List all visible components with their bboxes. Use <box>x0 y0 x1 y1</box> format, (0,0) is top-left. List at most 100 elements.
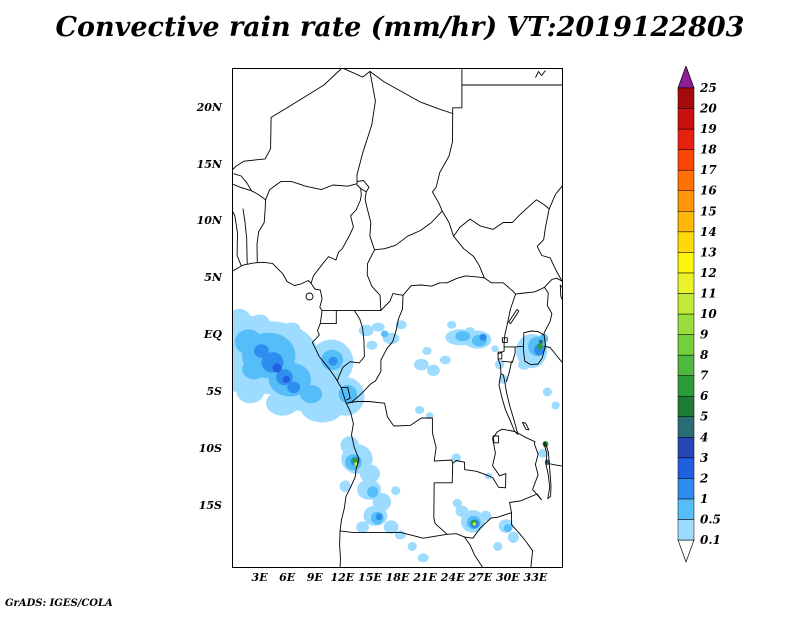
rain-cell <box>359 464 380 483</box>
border-uganda-kenya <box>543 286 553 336</box>
rain-cell <box>266 390 300 416</box>
border-zambia-zimbabwe <box>464 512 512 539</box>
colorbar-band <box>677 334 695 356</box>
rain-cell <box>356 521 369 533</box>
colorbar-label: 14 <box>700 225 717 239</box>
colorbar-label: 6 <box>700 389 709 403</box>
border-eq-guinea <box>319 309 337 325</box>
colorbar-label: 25 <box>699 81 717 95</box>
colorbar-band <box>677 231 695 253</box>
colorbar-band <box>677 272 695 294</box>
colorbar-label: 15 <box>700 204 717 218</box>
colorbar-label: 16 <box>700 184 717 198</box>
lon-tick-label: 24E <box>440 571 465 584</box>
border-cabinda <box>340 386 351 401</box>
rain-cell <box>451 453 461 463</box>
border-southsudan-uganda <box>515 286 545 295</box>
rain-cell <box>472 522 476 526</box>
border-botswana-zimbabwe <box>464 536 484 568</box>
rain-cell <box>427 364 440 376</box>
rain-cell <box>282 376 290 383</box>
colorbar-band <box>677 108 695 130</box>
rain-cell <box>538 448 548 458</box>
rain-cell <box>249 314 270 331</box>
border-libya-sudan-egypt <box>452 68 463 114</box>
lat-tick-label: 20N <box>196 100 222 114</box>
colorbar-band <box>677 354 695 376</box>
colorbar-band <box>677 416 695 438</box>
border-tanzania-west <box>505 346 516 383</box>
latitude-axis: 20N 15N 10N 5N EQ 5S 10S 15S <box>0 68 226 568</box>
border-sudan-southsudan <box>453 199 550 237</box>
rain-cell <box>507 531 519 543</box>
rain-cell <box>498 374 508 384</box>
border-uganda-drc <box>503 293 517 352</box>
border-niger-nigeria <box>265 181 357 201</box>
lon-tick-label: 33E <box>523 571 548 584</box>
plot-title: Convective rain rate (mm/hr) VT:20191228… <box>55 12 745 43</box>
colorbar-label: 4 <box>700 430 708 444</box>
colorbar-label: 13 <box>700 245 717 259</box>
lat-tick-label: 15N <box>196 157 222 171</box>
border-niger-chad <box>356 70 376 183</box>
border-benin-nigeria <box>256 199 267 263</box>
lake-malawi <box>543 442 552 500</box>
rain-cell <box>236 380 265 404</box>
rain-cell <box>417 553 429 563</box>
rain-cell <box>542 387 552 397</box>
colorbar-label: 2 <box>699 471 708 485</box>
lon-tick-label: 18E <box>385 571 410 584</box>
lat-tick-label: 10S <box>198 441 222 455</box>
lat-tick-label: 5N <box>204 271 222 285</box>
lat-tick-label: 10N <box>196 214 222 228</box>
lake-tanganyika <box>498 373 519 435</box>
rain-cell <box>426 412 434 420</box>
lat-tick-label: 15S <box>198 498 222 512</box>
colorbar-label: 17 <box>700 163 717 177</box>
rain-cell <box>339 480 351 492</box>
lake-albert <box>508 309 520 325</box>
rain-cell <box>414 358 429 371</box>
lon-tick-label: 9E <box>306 571 323 584</box>
rain-cell <box>452 498 462 508</box>
colorbar-label: 11 <box>700 287 717 301</box>
rain-cell <box>367 486 379 498</box>
border-drc-burundi <box>497 358 502 374</box>
border-car-congo <box>380 293 404 311</box>
rain-cell <box>300 385 323 404</box>
colorbar-band <box>677 128 695 150</box>
colorbar-band <box>677 190 695 212</box>
lon-tick-label: 12E <box>330 571 355 584</box>
colorbar-band <box>677 169 695 191</box>
colorbar-band <box>677 87 695 109</box>
border-drc-southsudan <box>483 277 517 295</box>
lake-nasser <box>535 70 546 78</box>
colorbar-label: 8 <box>700 348 709 362</box>
colorbar-above-arrow <box>677 66 695 89</box>
colorbar-band <box>677 375 695 397</box>
rain-cell <box>380 330 389 338</box>
colorbar-label: 0.1 <box>700 533 721 547</box>
colorbar-band <box>677 252 695 274</box>
lake-edward <box>501 337 508 343</box>
rain-cell <box>447 320 457 329</box>
lon-tick-label: 15E <box>358 571 382 584</box>
rain-cell <box>340 436 359 455</box>
border-cameroon-car <box>366 249 382 311</box>
lat-tick-label: 5S <box>206 384 222 398</box>
rain-cell <box>407 541 417 551</box>
rain-cell <box>254 344 269 358</box>
colorbar-band <box>677 519 695 541</box>
border-ghana-togo <box>232 209 242 267</box>
colorbar-label: 5 <box>700 410 708 424</box>
colorbar-label: 9 <box>700 328 709 342</box>
colorbar-band <box>677 293 695 315</box>
border-angola-zambia <box>433 462 454 535</box>
border-car-sudan <box>441 210 485 279</box>
border-car-drc-ubangi <box>402 275 485 296</box>
border-chad-sudan <box>431 113 454 212</box>
lake-rukwa <box>522 422 530 431</box>
map-svg <box>232 68 563 568</box>
rain-cell <box>395 320 407 330</box>
